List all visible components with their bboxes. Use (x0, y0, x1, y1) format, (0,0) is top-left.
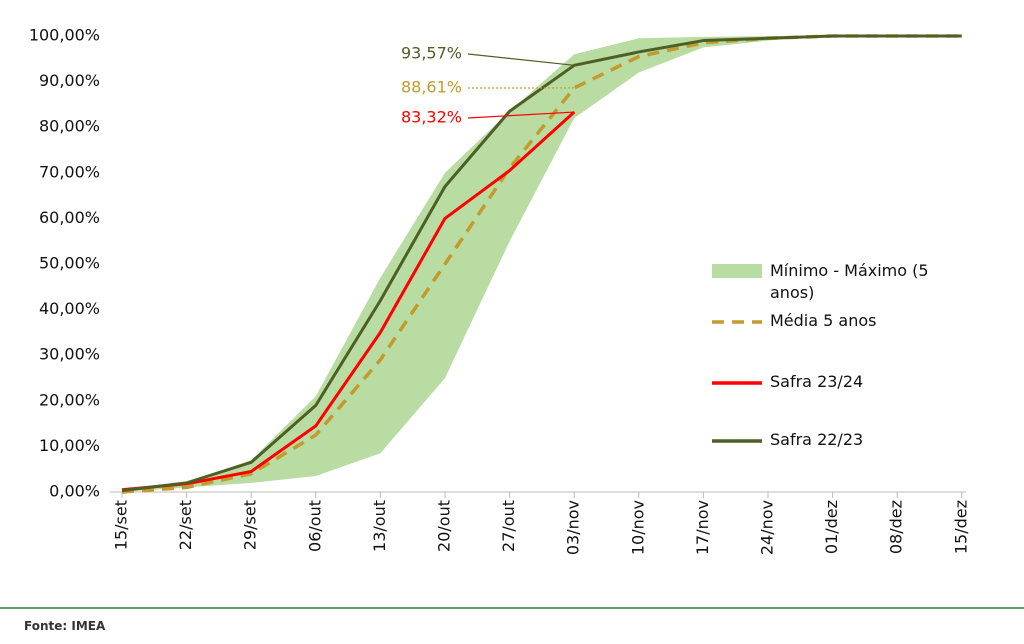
legend-label: Mínimo - Máximo (5 anos) (770, 261, 929, 302)
x-tick-label: 15/dez (951, 500, 970, 554)
y-tick-label: 80,00% (39, 117, 100, 136)
y-tick-label: 90,00% (39, 71, 100, 90)
x-tick-label: 27/out (499, 500, 518, 552)
x-tick-label: 06/out (305, 500, 324, 552)
y-tick-label: 100,00% (29, 26, 100, 45)
legend-label: Média 5 anos (770, 311, 877, 330)
value-label: 88,61% (401, 78, 462, 97)
y-tick-label: 0,00% (49, 482, 100, 501)
x-tick-label: 01/dez (822, 500, 841, 554)
x-tick-label: 15/set (112, 500, 131, 550)
x-tick-label: 29/set (241, 500, 260, 550)
x-tick-label: 20/out (435, 500, 454, 552)
y-tick-label: 40,00% (39, 299, 100, 318)
value-label: 83,32% (401, 108, 462, 127)
x-tick-label: 22/set (176, 500, 195, 550)
annotation-leader (467, 111, 575, 119)
source: Fonte: IMEA (24, 619, 106, 633)
x-tick-label: 10/nov (628, 500, 647, 555)
y-tick-label: 30,00% (39, 345, 100, 364)
legend-label: Safra 22/23 (770, 430, 864, 449)
x-tick-label: 03/nov (564, 500, 583, 555)
value-label: 93,57% (401, 44, 462, 63)
x-tick-label: 13/out (370, 500, 389, 552)
y-tick-label: 60,00% (39, 208, 100, 227)
series-line (121, 110, 576, 492)
y-tick-label: 20,00% (39, 390, 100, 409)
series-line (121, 34, 962, 494)
y-tick-label: 10,00% (39, 436, 100, 455)
legend-swatch (712, 264, 762, 278)
legend-label: Safra 23/24 (770, 372, 864, 391)
y-tick-label: 70,00% (39, 162, 100, 181)
y-tick-label: 50,00% (39, 254, 100, 273)
x-tick-label: 08/dez (887, 500, 906, 554)
annotation-leader (467, 53, 575, 66)
x-tick-label: 24/nov (758, 500, 777, 555)
x-tick-label: 17/nov (693, 500, 712, 555)
